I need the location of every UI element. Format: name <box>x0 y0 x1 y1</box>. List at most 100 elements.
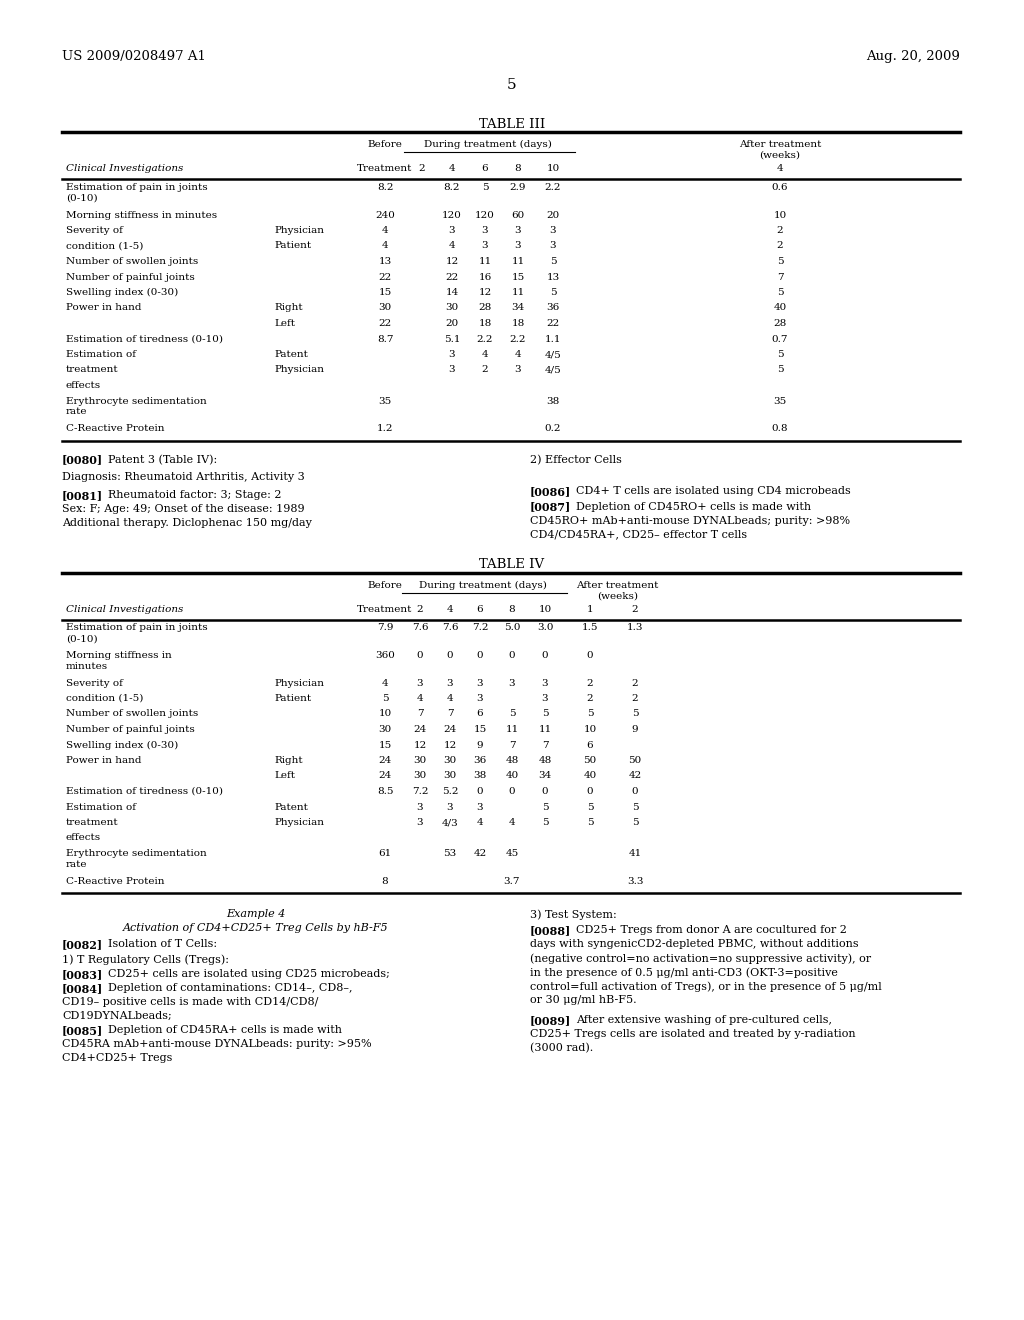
Text: After treatment: After treatment <box>577 581 658 590</box>
Text: 3: 3 <box>477 803 483 812</box>
Text: 2: 2 <box>481 366 488 375</box>
Text: (0-10): (0-10) <box>66 635 97 644</box>
Text: control=full activation of Tregs), or in the presence of 5 μg/ml: control=full activation of Tregs), or in… <box>530 981 882 991</box>
Text: C-Reactive Protein: C-Reactive Protein <box>66 876 165 886</box>
Text: 7: 7 <box>542 741 548 750</box>
Text: 5: 5 <box>550 257 556 267</box>
Text: 3.0: 3.0 <box>537 623 553 632</box>
Text: 120: 120 <box>442 210 462 219</box>
Text: [0089]: [0089] <box>530 1015 571 1026</box>
Text: 2: 2 <box>632 694 638 704</box>
Text: 50: 50 <box>584 756 597 766</box>
Text: 7.6: 7.6 <box>441 623 459 632</box>
Text: [0083]: [0083] <box>62 969 103 979</box>
Text: 3: 3 <box>449 366 456 375</box>
Text: 18: 18 <box>478 319 492 327</box>
Text: Estimation of: Estimation of <box>66 803 136 812</box>
Text: Physician: Physician <box>274 366 324 375</box>
Text: 7.9: 7.9 <box>377 623 393 632</box>
Text: 1: 1 <box>587 605 593 614</box>
Text: 40: 40 <box>506 771 518 780</box>
Text: [0084]: [0084] <box>62 983 103 994</box>
Text: [0088]: [0088] <box>530 925 571 936</box>
Text: 5: 5 <box>481 183 488 191</box>
Text: 40: 40 <box>584 771 597 780</box>
Text: 1.5: 1.5 <box>582 623 598 632</box>
Text: 3: 3 <box>417 803 423 812</box>
Text: 4/5: 4/5 <box>545 366 561 375</box>
Text: Number of swollen joints: Number of swollen joints <box>66 257 199 267</box>
Text: or 30 μg/ml hB-F5.: or 30 μg/ml hB-F5. <box>530 995 637 1005</box>
Text: 0: 0 <box>587 651 593 660</box>
Text: 3: 3 <box>550 242 556 251</box>
Text: 4/3: 4/3 <box>441 818 459 828</box>
Text: CD19DYNALbeads;: CD19DYNALbeads; <box>62 1011 172 1020</box>
Text: 0: 0 <box>477 787 483 796</box>
Text: 2: 2 <box>419 164 425 173</box>
Text: Example 4: Example 4 <box>226 909 286 919</box>
Text: Estimation of tiredness (0-10): Estimation of tiredness (0-10) <box>66 334 223 343</box>
Text: effects: effects <box>66 381 101 389</box>
Text: 48: 48 <box>506 756 518 766</box>
Text: 8.5: 8.5 <box>377 787 393 796</box>
Text: 4: 4 <box>417 694 423 704</box>
Text: minutes: minutes <box>66 663 109 671</box>
Text: 1.3: 1.3 <box>627 623 643 632</box>
Text: (negative control=no activation=no suppressive activity), or: (negative control=no activation=no suppr… <box>530 953 871 964</box>
Text: 5: 5 <box>587 818 593 828</box>
Text: Estimation of pain in joints: Estimation of pain in joints <box>66 623 208 632</box>
Text: 5: 5 <box>632 710 638 718</box>
Text: condition (1-5): condition (1-5) <box>66 694 143 704</box>
Text: Aug. 20, 2009: Aug. 20, 2009 <box>866 50 961 63</box>
Text: 4: 4 <box>446 694 454 704</box>
Text: 36: 36 <box>473 756 486 766</box>
Text: [0082]: [0082] <box>62 939 103 950</box>
Text: 13: 13 <box>379 257 391 267</box>
Text: CD4/CD45RA+, CD25– effector T cells: CD4/CD45RA+, CD25– effector T cells <box>530 529 748 540</box>
Text: 0.8: 0.8 <box>772 424 788 433</box>
Text: 0: 0 <box>509 651 515 660</box>
Text: 4: 4 <box>446 605 454 614</box>
Text: 14: 14 <box>445 288 459 297</box>
Text: Power in hand: Power in hand <box>66 756 141 766</box>
Text: 5: 5 <box>776 350 783 359</box>
Text: 0.7: 0.7 <box>772 334 788 343</box>
Text: 10: 10 <box>379 710 391 718</box>
Text: 9: 9 <box>632 725 638 734</box>
Text: 10: 10 <box>584 725 597 734</box>
Text: days with syngenicCD2-depleted PBMC, without additions: days with syngenicCD2-depleted PBMC, wit… <box>530 939 859 949</box>
Text: Patent: Patent <box>274 350 308 359</box>
Text: 53: 53 <box>443 849 457 858</box>
Text: 6: 6 <box>587 741 593 750</box>
Text: During treatment (days): During treatment (days) <box>419 581 547 590</box>
Text: Physician: Physician <box>274 226 324 235</box>
Text: Swelling index (0-30): Swelling index (0-30) <box>66 288 178 297</box>
Text: 0.6: 0.6 <box>772 183 788 191</box>
Text: Morning stiffness in: Morning stiffness in <box>66 651 172 660</box>
Text: 45: 45 <box>506 849 518 858</box>
Text: Clinical Investigations: Clinical Investigations <box>66 605 183 614</box>
Text: 30: 30 <box>443 756 457 766</box>
Text: 8: 8 <box>509 605 515 614</box>
Text: Erythrocyte sedimentation: Erythrocyte sedimentation <box>66 849 207 858</box>
Text: 8.2: 8.2 <box>377 183 393 191</box>
Text: 7: 7 <box>446 710 454 718</box>
Text: C-Reactive Protein: C-Reactive Protein <box>66 424 165 433</box>
Text: 4: 4 <box>449 242 456 251</box>
Text: 3) Test System:: 3) Test System: <box>530 909 616 920</box>
Text: 3: 3 <box>477 678 483 688</box>
Text: 2: 2 <box>417 605 423 614</box>
Text: 30: 30 <box>414 756 427 766</box>
Text: rate: rate <box>66 408 87 417</box>
Text: 8.2: 8.2 <box>443 183 460 191</box>
Text: 3.7: 3.7 <box>504 876 520 886</box>
Text: 22: 22 <box>547 319 560 327</box>
Text: 7.2: 7.2 <box>472 623 488 632</box>
Text: (0-10): (0-10) <box>66 194 97 203</box>
Text: 3: 3 <box>417 678 423 688</box>
Text: [0080]: [0080] <box>62 454 103 466</box>
Text: Estimation of pain in joints: Estimation of pain in joints <box>66 183 208 191</box>
Text: 0: 0 <box>587 787 593 796</box>
Text: 360: 360 <box>375 651 395 660</box>
Text: Physician: Physician <box>274 818 324 828</box>
